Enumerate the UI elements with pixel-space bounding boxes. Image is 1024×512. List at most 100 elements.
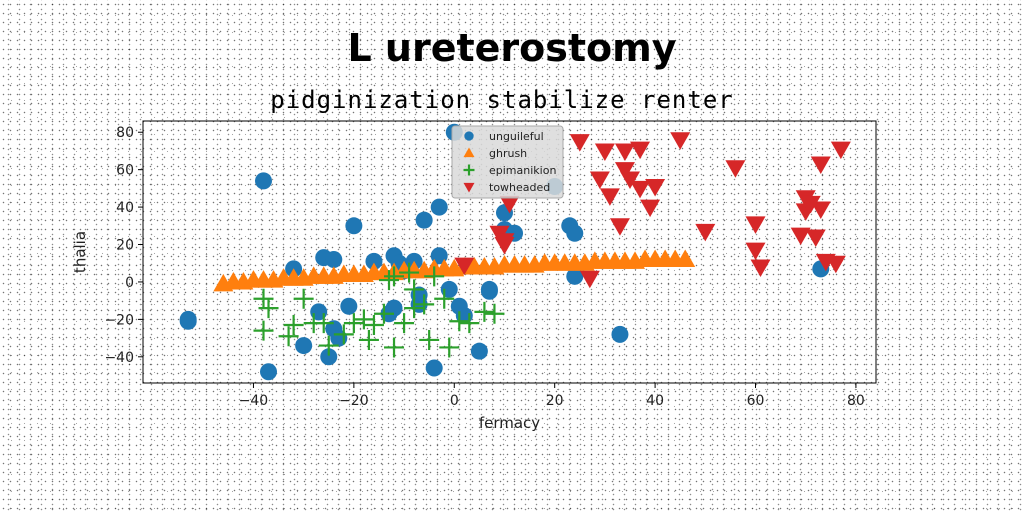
towheaded-point: [810, 201, 831, 219]
unguileful-point: [365, 252, 383, 270]
epimanikion-point: [404, 279, 425, 300]
epimanikion-point: [283, 314, 304, 335]
unguileful-point: [320, 348, 338, 366]
legend-box: [451, 125, 564, 199]
epimanikion-point: [394, 313, 415, 334]
epimanikion-point: [313, 313, 334, 334]
unguileful-point: [179, 312, 197, 330]
epimanikion-point: [459, 313, 480, 334]
towheaded-point: [630, 141, 651, 160]
towheaded-point: [810, 156, 831, 175]
y-tick-label: 80: [116, 125, 134, 141]
ghrush-point: [675, 249, 696, 267]
axis-ticks: −40 −20 0 20 40 60 80 −40 −20 0 20 40 60 80: [104, 125, 864, 409]
towheaded-point: [830, 141, 851, 160]
y-axis-label: thalia: [71, 231, 89, 273]
epimanikion-point: [384, 266, 405, 287]
unguileful-point: [566, 267, 584, 285]
towheaded-point: [800, 195, 821, 214]
unguileful-point: [254, 172, 272, 190]
unguileful-point: [260, 363, 278, 381]
epimanikion-point: [434, 288, 455, 309]
towheaded-point: [695, 223, 716, 242]
towheaded-point: [750, 259, 771, 277]
towheaded-point: [645, 179, 666, 197]
unguileful-point: [470, 342, 488, 360]
towheaded-point: [454, 257, 475, 276]
towheaded-point: [594, 143, 615, 161]
epimanikion-point: [258, 298, 279, 319]
legend-label-towheaded: towheaded: [489, 181, 550, 194]
epimanikion-point: [439, 337, 460, 358]
towheaded-point: [640, 199, 661, 218]
x-axis-label: fermacy: [479, 414, 540, 432]
legend-label-unguileful: unguileful: [489, 130, 544, 143]
towheaded-point: [614, 162, 635, 180]
epimanikion-point: [399, 262, 420, 283]
towheaded-point: [670, 132, 691, 150]
epimanikion-point: [474, 301, 495, 322]
towheaded-point: [619, 171, 640, 190]
epimanikion-point: [424, 266, 445, 287]
epimanikion-point: [333, 324, 354, 345]
epimanikion-point: [343, 313, 364, 334]
legend-label-epimanikion: epimanikion: [489, 164, 556, 177]
unguileful-point: [611, 325, 629, 343]
y-tick-label: 60: [116, 163, 134, 179]
epimanikion-point: [358, 329, 379, 350]
series-epimanikion: [253, 262, 505, 358]
legend: unguileful ghrush epimanikion towheaded: [451, 125, 564, 199]
epimanikion-point: [353, 309, 374, 330]
towheaded-point: [609, 218, 630, 236]
y-tick-label: −40: [104, 350, 134, 366]
epimanikion-point: [419, 329, 440, 350]
towheaded-point: [825, 255, 846, 274]
epimanikion-point: [373, 303, 394, 324]
data-marks: [179, 123, 851, 381]
legend-marker-ghrush: [463, 147, 475, 158]
unguileful-point: [566, 224, 584, 242]
unguileful-point: [415, 211, 433, 229]
y-tick-label: −20: [104, 312, 134, 328]
towheaded-point: [579, 270, 600, 289]
towheaded-point: [805, 229, 826, 248]
legend-marker-towheaded: [463, 182, 475, 193]
x-tick-label: −20: [339, 393, 369, 409]
epimanikion-point: [384, 337, 405, 358]
towheaded-point: [790, 227, 811, 246]
legend-marker-epimanikion: [463, 164, 475, 176]
legend-marker-unguileful: [464, 131, 474, 141]
x-tick-label: 60: [747, 393, 765, 409]
unguileful-point: [385, 299, 403, 317]
unguileful-point: [430, 198, 448, 216]
towheaded-point: [599, 188, 620, 206]
towheaded-point: [494, 237, 515, 255]
towheaded-point: [630, 180, 651, 199]
towheaded-point: [589, 171, 610, 190]
series-towheaded: [454, 132, 851, 289]
epimanikion-point: [253, 288, 274, 309]
epimanikion-point: [404, 298, 425, 319]
y-tick-label: 20: [116, 238, 134, 254]
epimanikion-point: [293, 288, 314, 309]
towheaded-point: [725, 160, 746, 178]
towheaded-point: [745, 242, 766, 261]
towheaded-point: [569, 134, 590, 152]
unguileful-point: [425, 359, 443, 377]
epimanikion-point: [449, 311, 470, 332]
plot-frame: [142, 120, 877, 384]
chart-subtitle: pidginization stabilize renter: [270, 86, 734, 114]
epimanikion-point: [379, 270, 400, 291]
epimanikion-point: [253, 320, 274, 341]
towheaded-point: [499, 195, 520, 214]
unguileful-point: [325, 250, 343, 268]
x-tick-label: −40: [239, 393, 269, 409]
towheaded-point: [745, 216, 766, 234]
epimanikion-point: [318, 335, 339, 356]
x-tick-label: 20: [546, 393, 564, 409]
y-tick-label: 0: [125, 275, 134, 291]
epimanikion-point: [414, 294, 435, 315]
epimanikion-point: [363, 314, 384, 335]
x-tick-label: 0: [450, 393, 459, 409]
